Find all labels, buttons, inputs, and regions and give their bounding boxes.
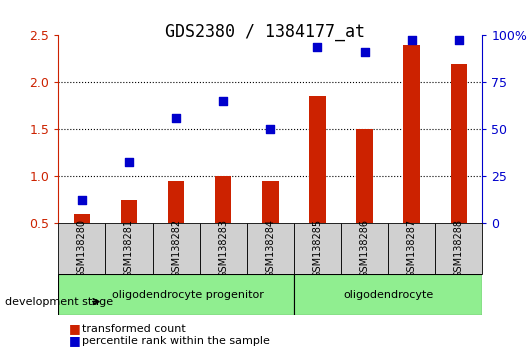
FancyBboxPatch shape [153,223,200,274]
Bar [309,96,325,223]
FancyBboxPatch shape [435,223,482,274]
Point [455,37,463,43]
Text: ■: ■ [69,334,81,347]
Text: ■: ■ [69,322,81,335]
Bar [403,45,420,223]
Text: GSM138281: GSM138281 [124,219,134,278]
Point [77,197,86,202]
Text: GSM138286: GSM138286 [359,219,369,278]
Point [266,126,275,132]
FancyBboxPatch shape [294,223,341,274]
Bar [215,176,232,223]
Text: GSM138287: GSM138287 [407,219,417,278]
Bar [74,214,90,223]
FancyBboxPatch shape [294,274,482,315]
Point [219,98,227,104]
FancyBboxPatch shape [105,223,153,274]
Point [408,37,416,43]
FancyBboxPatch shape [247,223,294,274]
Text: GDS2380 / 1384177_at: GDS2380 / 1384177_at [165,23,365,41]
Text: GSM138283: GSM138283 [218,219,228,278]
Point [172,115,180,121]
Bar [450,64,467,223]
FancyBboxPatch shape [58,223,105,274]
Text: GSM138285: GSM138285 [312,219,322,278]
Text: GSM138282: GSM138282 [171,219,181,278]
Point [360,50,369,55]
FancyBboxPatch shape [388,223,435,274]
Text: GSM138284: GSM138284 [266,219,275,278]
Text: development stage: development stage [5,297,113,307]
Text: transformed count: transformed count [82,324,186,333]
Bar [262,181,279,223]
Text: GSM138280: GSM138280 [77,219,87,278]
Bar [356,129,373,223]
Text: GSM138288: GSM138288 [454,219,464,278]
Bar [168,181,184,223]
Bar [121,200,137,223]
Point [313,44,322,50]
Point [125,159,133,165]
FancyBboxPatch shape [58,274,294,315]
FancyBboxPatch shape [341,223,388,274]
Text: oligodendrocyte progenitor: oligodendrocyte progenitor [112,290,264,300]
FancyBboxPatch shape [200,223,247,274]
Text: percentile rank within the sample: percentile rank within the sample [82,336,270,346]
Text: oligodendrocyte: oligodendrocyte [343,290,433,300]
